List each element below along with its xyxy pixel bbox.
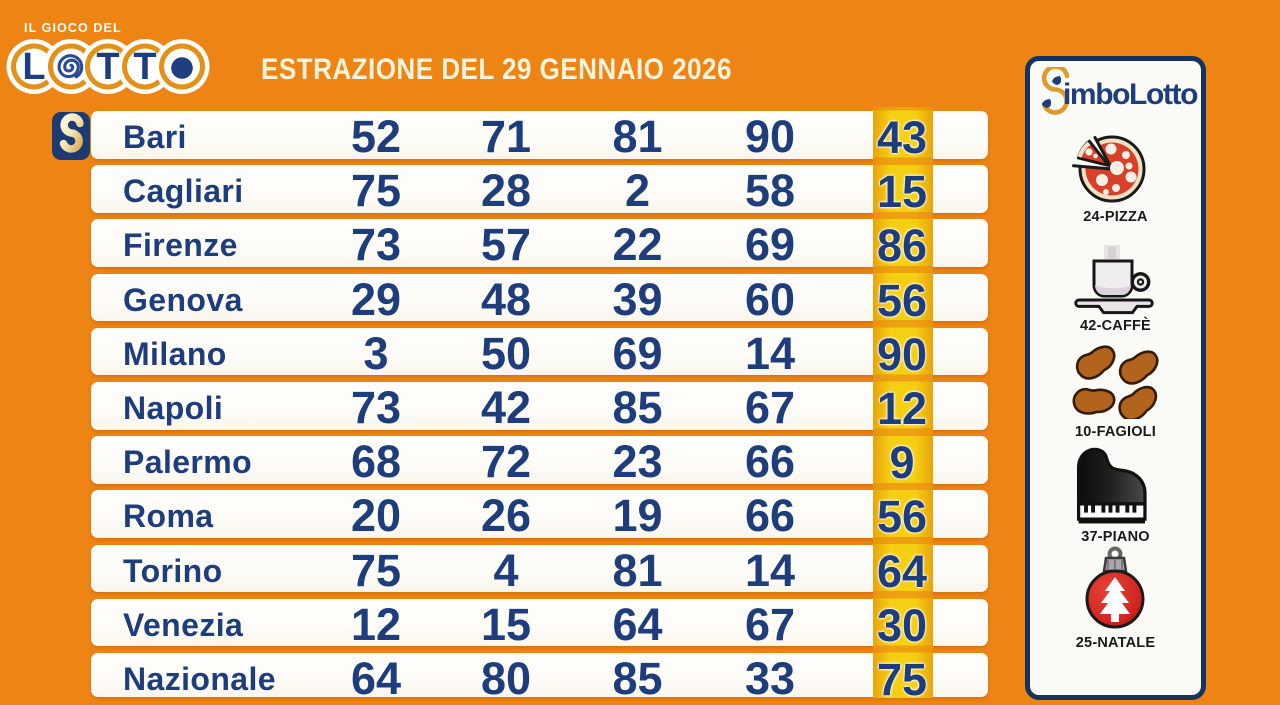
svg-text:imboLotto: imboLotto <box>1063 78 1198 111</box>
svg-text:L: L <box>22 46 45 88</box>
svg-text:T: T <box>96 46 119 88</box>
svg-text:T: T <box>133 46 156 88</box>
